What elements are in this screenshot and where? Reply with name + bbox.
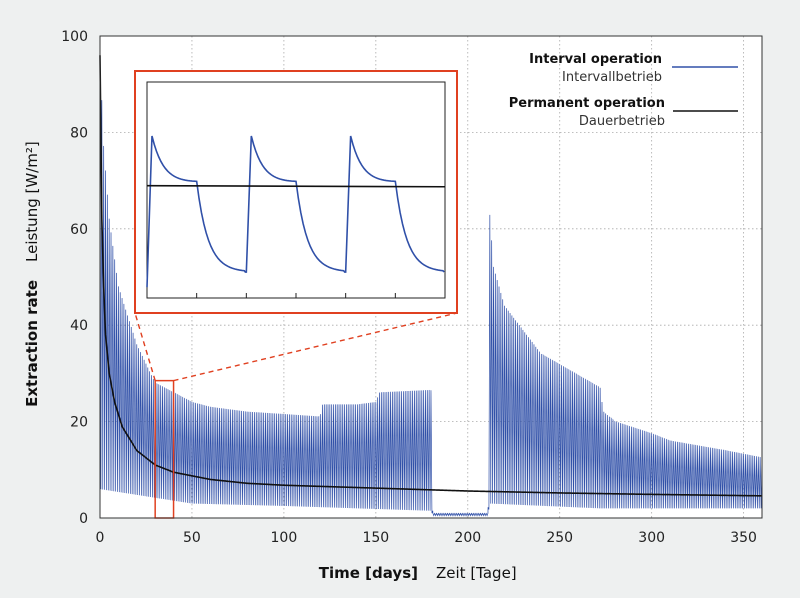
x-tick-labels: 0 50 100 150 200 250 300 350 (96, 530, 757, 546)
inset (134, 70, 458, 314)
plot-frame (99, 35, 763, 519)
inset-plot-frame (146, 81, 446, 299)
inset-ticks (196, 293, 396, 298)
legend-interval-label-secondary: Intervallbetrieb (562, 70, 662, 85)
legend-permanent-label-secondary: Dauerbetrieb (579, 114, 665, 129)
y-tick-label: 20 (70, 415, 88, 431)
x-tick-label: 50 (183, 530, 201, 546)
x-tick-label: 200 (454, 530, 481, 546)
x-tick-label: 0 (96, 530, 105, 546)
legend: Interval operation Intervallbetrieb Perm… (509, 52, 738, 129)
y-axis-label-group: Extraction rate Leistung [W/m²] (23, 141, 41, 407)
y-tick-label: 80 (70, 125, 88, 141)
x-axis-label: Time [days] (319, 564, 418, 582)
y-tick-label: 100 (61, 29, 88, 45)
x-tick-label: 100 (271, 530, 298, 546)
x-axis-label-secondary: Zeit [Tage] (436, 564, 517, 582)
zoom-connector-lines (134, 312, 458, 382)
y-tick-label: 60 (70, 222, 88, 238)
legend-interval-label: Interval operation (529, 52, 662, 67)
x-tick-label: 350 (730, 530, 757, 546)
y-tick-label: 40 (70, 318, 88, 334)
y-axis-label: Extraction rate (23, 280, 41, 407)
permanent-operation-line (99, 55, 763, 497)
y-tick-label: 0 (79, 511, 88, 527)
zoom-connector (173, 312, 458, 382)
inset-permanent-line (146, 184, 446, 188)
x-tick-label: 150 (362, 530, 389, 546)
x-tick-label: 300 (638, 530, 665, 546)
interval-operation-line (99, 56, 763, 517)
y-tick-labels: 0 20 40 60 80 100 (61, 29, 88, 527)
zoom-connector (134, 312, 156, 381)
inset-interval-line (146, 135, 445, 288)
x-tick-label: 250 (546, 530, 573, 546)
interval-operation-series (99, 56, 763, 517)
legend-permanent-label: Permanent operation (509, 96, 665, 111)
y-axis-label-secondary: Leistung [W/m²] (23, 141, 41, 262)
